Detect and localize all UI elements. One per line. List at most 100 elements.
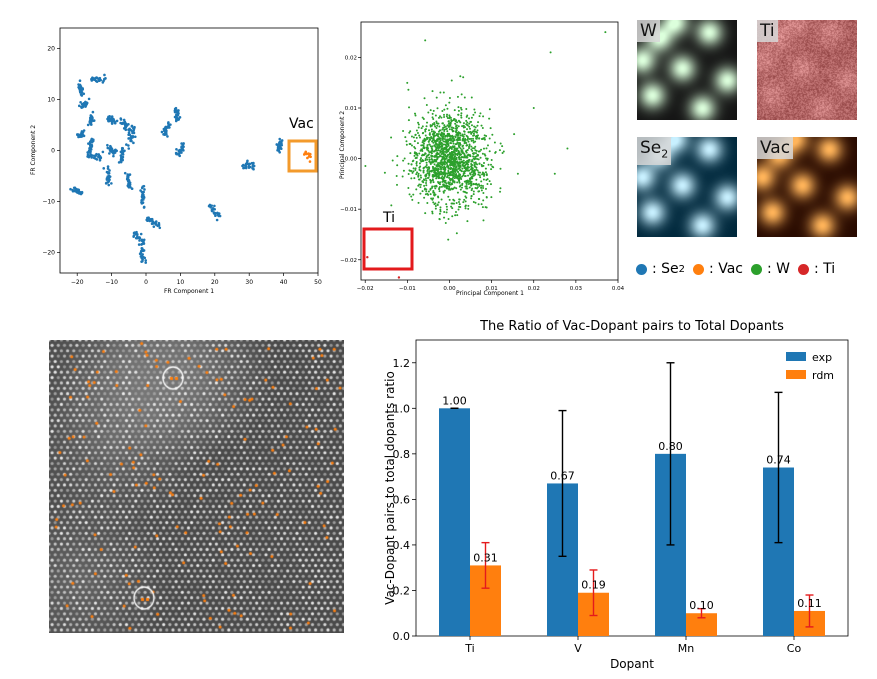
w-point xyxy=(459,121,462,124)
fr-point xyxy=(211,207,215,210)
w-point xyxy=(456,191,459,194)
w-point xyxy=(446,159,449,162)
w-point xyxy=(446,116,449,119)
w-point xyxy=(434,187,437,190)
w-point xyxy=(460,93,463,96)
w-point xyxy=(485,174,488,177)
w-point xyxy=(425,125,428,128)
w-point xyxy=(438,137,441,140)
pc-xtick-label: 0.01 xyxy=(485,286,497,292)
w-point xyxy=(513,133,516,136)
w-point xyxy=(454,155,457,158)
w-point xyxy=(447,148,450,151)
w-point xyxy=(454,175,457,178)
w-point xyxy=(421,141,424,144)
fr-point xyxy=(132,235,135,238)
w-point xyxy=(421,150,424,153)
fr-point xyxy=(252,164,256,168)
w-point xyxy=(402,169,405,172)
w-point xyxy=(425,184,428,187)
bar-xtick-label: V xyxy=(574,642,582,655)
w-point xyxy=(417,123,420,126)
fr-point xyxy=(252,161,255,165)
w-point xyxy=(481,185,484,188)
w-point xyxy=(463,164,466,167)
w-point xyxy=(444,135,447,138)
w-point xyxy=(461,134,464,137)
pc-plot-frame xyxy=(360,21,619,281)
w-point xyxy=(493,141,496,144)
w-point xyxy=(450,79,453,82)
w-point xyxy=(428,170,431,173)
w-point xyxy=(444,167,447,170)
w-point xyxy=(459,188,462,191)
w-point xyxy=(434,140,437,143)
fr-xtick-label: 50 xyxy=(314,279,322,286)
fr-point xyxy=(141,191,144,194)
w-point xyxy=(451,156,454,159)
w-point xyxy=(443,113,446,116)
w-point xyxy=(485,196,488,199)
w-point xyxy=(442,183,445,186)
w-point xyxy=(440,141,443,144)
w-point xyxy=(390,204,393,207)
bar-ticks: 0.0 0.2 0.4 0.6 0.8 1.0 1.2 Ti V Mn Co xyxy=(393,357,802,655)
w-point xyxy=(446,155,449,158)
fr-point xyxy=(120,156,123,159)
w-point xyxy=(465,119,468,122)
w-point xyxy=(425,188,428,191)
w-point xyxy=(464,166,467,169)
w-point xyxy=(432,174,435,177)
w-point xyxy=(407,172,410,175)
w-point xyxy=(419,183,422,186)
w-point xyxy=(476,134,479,137)
w-point xyxy=(432,132,435,135)
w-point xyxy=(475,166,478,169)
w-point xyxy=(480,203,483,206)
w-point xyxy=(418,166,421,169)
w-point xyxy=(445,161,448,164)
w-point xyxy=(451,151,454,154)
w-point xyxy=(449,178,452,181)
w-point xyxy=(434,166,437,169)
w-point xyxy=(450,138,453,141)
w-point xyxy=(450,147,453,150)
w-point xyxy=(432,193,435,196)
w-point xyxy=(432,109,435,112)
fr-point xyxy=(90,78,93,81)
bar-xlabel: Dopant xyxy=(610,657,654,671)
w-point xyxy=(448,139,451,142)
w-point xyxy=(464,207,467,210)
w-point xyxy=(458,198,461,201)
w-point xyxy=(432,167,435,170)
w-point xyxy=(472,134,475,137)
w-point xyxy=(455,202,458,205)
w-point xyxy=(449,116,452,119)
w-point xyxy=(438,212,441,215)
legend-w-text: : W xyxy=(766,261,790,277)
w-point xyxy=(455,129,458,132)
w-point xyxy=(419,186,422,189)
w-point xyxy=(426,170,429,173)
w-point xyxy=(480,138,483,141)
w-point xyxy=(468,125,471,128)
w-point xyxy=(443,150,446,153)
fr-point xyxy=(113,120,117,124)
w-point xyxy=(404,136,407,139)
fr-point xyxy=(140,248,144,251)
w-point xyxy=(432,136,435,139)
w-point xyxy=(464,200,467,203)
w-point xyxy=(473,169,476,172)
w-point xyxy=(471,159,474,162)
fr-point xyxy=(167,122,170,125)
w-point xyxy=(437,149,440,152)
w-point xyxy=(423,147,426,150)
w-point xyxy=(445,205,448,208)
w-point xyxy=(364,164,367,167)
w-point xyxy=(461,167,464,170)
w-point xyxy=(412,193,415,196)
fr-point xyxy=(133,231,136,235)
fr-point xyxy=(87,97,91,101)
w-point xyxy=(450,142,453,145)
w-point xyxy=(396,155,399,158)
